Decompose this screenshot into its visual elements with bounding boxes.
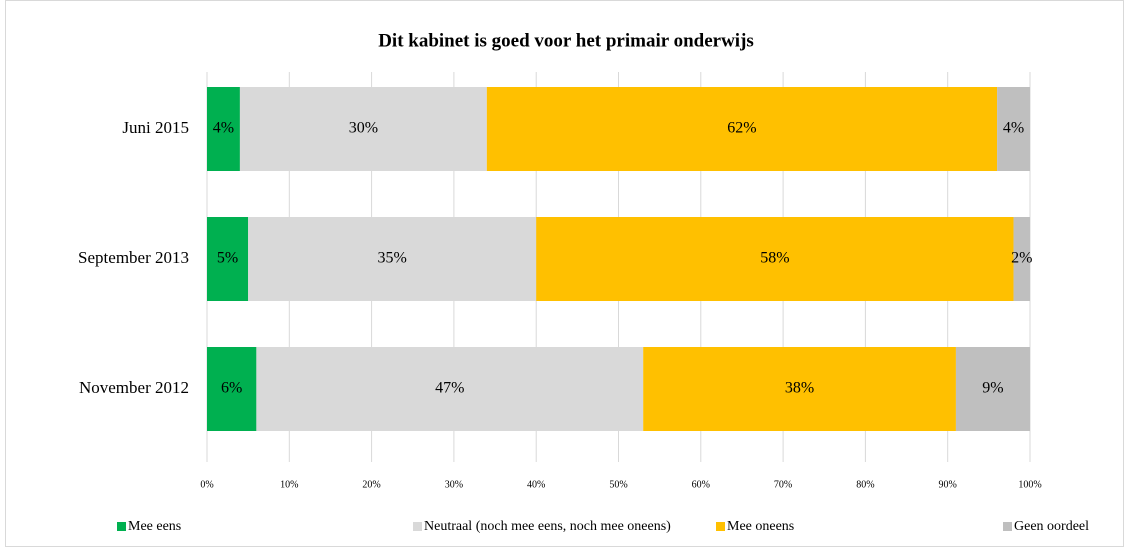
y-tick-label: Juni 2015 <box>122 118 189 137</box>
y-tick-label: September 2013 <box>78 248 189 267</box>
bar-segment <box>643 347 956 431</box>
data-label: 4% <box>213 120 234 137</box>
x-tick-label: 40% <box>527 479 545 490</box>
y-tick-label: November 2012 <box>79 378 189 397</box>
x-tick-label: 0% <box>200 479 213 490</box>
data-label: 2% <box>1011 250 1032 267</box>
data-label: 58% <box>760 250 789 267</box>
bar-segment <box>239 87 487 171</box>
legend-swatch <box>413 522 422 531</box>
bar-segment <box>207 87 240 171</box>
bar-segment <box>256 347 644 431</box>
bar-segment <box>1013 217 1030 301</box>
legend-swatch <box>117 522 126 531</box>
bar-segment <box>536 217 1014 301</box>
legend-label: Mee eens <box>128 519 181 534</box>
bar-segment <box>248 217 537 301</box>
bar-segment <box>955 347 1030 431</box>
bar-segment <box>486 87 998 171</box>
x-tick-label: 80% <box>856 479 874 490</box>
data-label: 4% <box>1003 120 1024 137</box>
data-label: 35% <box>378 250 407 267</box>
x-tick-label: 60% <box>692 479 710 490</box>
legend-swatch <box>716 522 725 531</box>
legend-swatch <box>1003 522 1012 531</box>
x-tick-label: 10% <box>280 479 298 490</box>
data-label: 5% <box>217 250 238 267</box>
x-tick-label: 50% <box>609 479 627 490</box>
data-label: 30% <box>349 120 378 137</box>
x-tick-label: 100% <box>1018 479 1041 490</box>
bar-segment <box>207 347 257 431</box>
data-label: 9% <box>982 380 1003 397</box>
data-label: 47% <box>435 380 464 397</box>
legend-label: Neutraal (noch mee eens, noch mee oneens… <box>424 519 671 534</box>
data-label: 6% <box>221 380 242 397</box>
data-label: 38% <box>785 380 814 397</box>
chart-title: Dit kabinet is goed voor het primair ond… <box>378 30 754 51</box>
x-tick-label: 20% <box>362 479 380 490</box>
bar-segment <box>997 87 1030 171</box>
x-tick-label: 90% <box>939 479 957 490</box>
x-tick-label: 30% <box>445 479 463 490</box>
legend-label: Geen oordeel <box>1014 519 1089 534</box>
bar-segment <box>207 217 249 301</box>
data-label: 62% <box>727 120 756 137</box>
x-tick-label: 70% <box>774 479 792 490</box>
legend-label: Mee oneens <box>727 519 794 534</box>
